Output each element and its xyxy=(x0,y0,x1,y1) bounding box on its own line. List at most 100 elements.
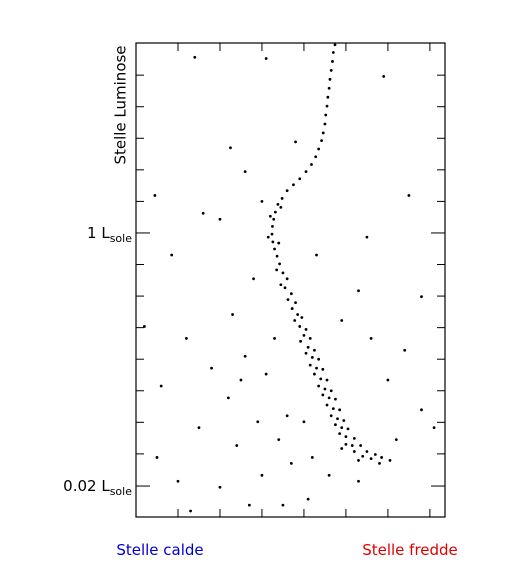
star-point xyxy=(289,462,293,465)
star-point xyxy=(314,155,318,159)
star-point xyxy=(272,217,276,221)
star-point xyxy=(304,351,308,355)
star-point xyxy=(193,55,197,59)
star-point xyxy=(304,328,308,331)
star-point xyxy=(275,254,279,258)
star-point xyxy=(273,210,277,214)
star-point xyxy=(317,384,321,388)
star-point xyxy=(310,356,314,359)
star-point xyxy=(432,426,436,430)
star-point xyxy=(279,205,283,209)
star-point xyxy=(260,199,264,203)
star-point xyxy=(357,479,360,483)
star-point xyxy=(226,396,230,400)
y-tick-label: 0.02 Lsole xyxy=(63,477,132,498)
star-point xyxy=(264,57,268,60)
star-point xyxy=(306,345,310,349)
star-point xyxy=(300,316,304,319)
star-point xyxy=(313,372,316,376)
star-point xyxy=(326,95,330,99)
star-point xyxy=(315,366,318,370)
star-point xyxy=(310,456,314,459)
star-point xyxy=(325,378,329,382)
star-point xyxy=(327,86,331,90)
y-tick-label-main: 1 L xyxy=(87,224,110,242)
star-point xyxy=(201,211,205,215)
star-point xyxy=(268,214,272,218)
star-point xyxy=(380,456,384,459)
star-point xyxy=(289,292,293,296)
star-point xyxy=(310,163,313,166)
star-point xyxy=(331,407,335,411)
star-point xyxy=(189,509,192,513)
star-point xyxy=(281,503,285,507)
star-point xyxy=(176,479,180,483)
star-point xyxy=(294,140,297,144)
star-point xyxy=(275,268,279,272)
star-point xyxy=(359,444,363,447)
star-point xyxy=(243,354,247,358)
star-point xyxy=(266,235,270,239)
star-point xyxy=(296,313,300,316)
star-point xyxy=(286,298,290,302)
star-point xyxy=(218,217,222,221)
star-point xyxy=(279,283,283,287)
star-point xyxy=(285,277,289,281)
star-point xyxy=(321,393,325,397)
y-tick-label: 1 Lsole xyxy=(87,224,132,245)
y-tick-label-sub: sole xyxy=(110,485,133,498)
star-point xyxy=(273,247,276,251)
y-tick-label-main: 0.02 L xyxy=(63,477,110,495)
star-point xyxy=(247,503,251,507)
star-point xyxy=(352,436,356,440)
star-point xyxy=(313,348,316,352)
star-point xyxy=(153,194,157,197)
star-point xyxy=(239,378,243,382)
star-point xyxy=(331,60,334,63)
star-point xyxy=(333,43,337,47)
star-point xyxy=(361,454,365,458)
star-point xyxy=(210,366,213,370)
star-point xyxy=(369,336,373,340)
star-point xyxy=(329,389,333,393)
star-point xyxy=(420,408,423,412)
star-point xyxy=(273,336,276,340)
star-point xyxy=(420,295,423,299)
star-point xyxy=(229,146,232,150)
star-point xyxy=(344,442,348,446)
star-point xyxy=(280,197,284,200)
star-point xyxy=(327,396,331,400)
star-point xyxy=(403,348,407,352)
star-point xyxy=(159,384,163,388)
star-point xyxy=(302,420,306,424)
star-point xyxy=(407,194,411,197)
star-point xyxy=(328,77,332,81)
star-point xyxy=(323,122,327,126)
star-point xyxy=(277,241,281,245)
star-point xyxy=(321,367,325,371)
star-point xyxy=(388,459,392,462)
star-point xyxy=(304,170,308,174)
star-point xyxy=(378,462,381,465)
star-point xyxy=(320,139,323,143)
star-point xyxy=(382,74,386,78)
star-point xyxy=(308,336,312,340)
y-tick-label-sub: sole xyxy=(110,232,133,245)
star-point xyxy=(338,432,342,436)
star-point xyxy=(278,262,281,266)
star-point xyxy=(252,277,255,281)
star-point xyxy=(350,444,354,447)
star-point xyxy=(281,271,285,275)
star-point xyxy=(264,372,268,376)
star-point xyxy=(317,357,321,361)
star-point xyxy=(336,417,339,421)
star-point xyxy=(373,453,377,456)
star-point xyxy=(298,325,302,328)
star-point xyxy=(283,286,287,290)
star-point xyxy=(329,68,333,72)
star-point xyxy=(325,104,329,108)
star-point xyxy=(184,336,188,340)
star-point xyxy=(338,408,342,412)
star-point xyxy=(386,378,390,382)
star-point xyxy=(319,377,323,381)
